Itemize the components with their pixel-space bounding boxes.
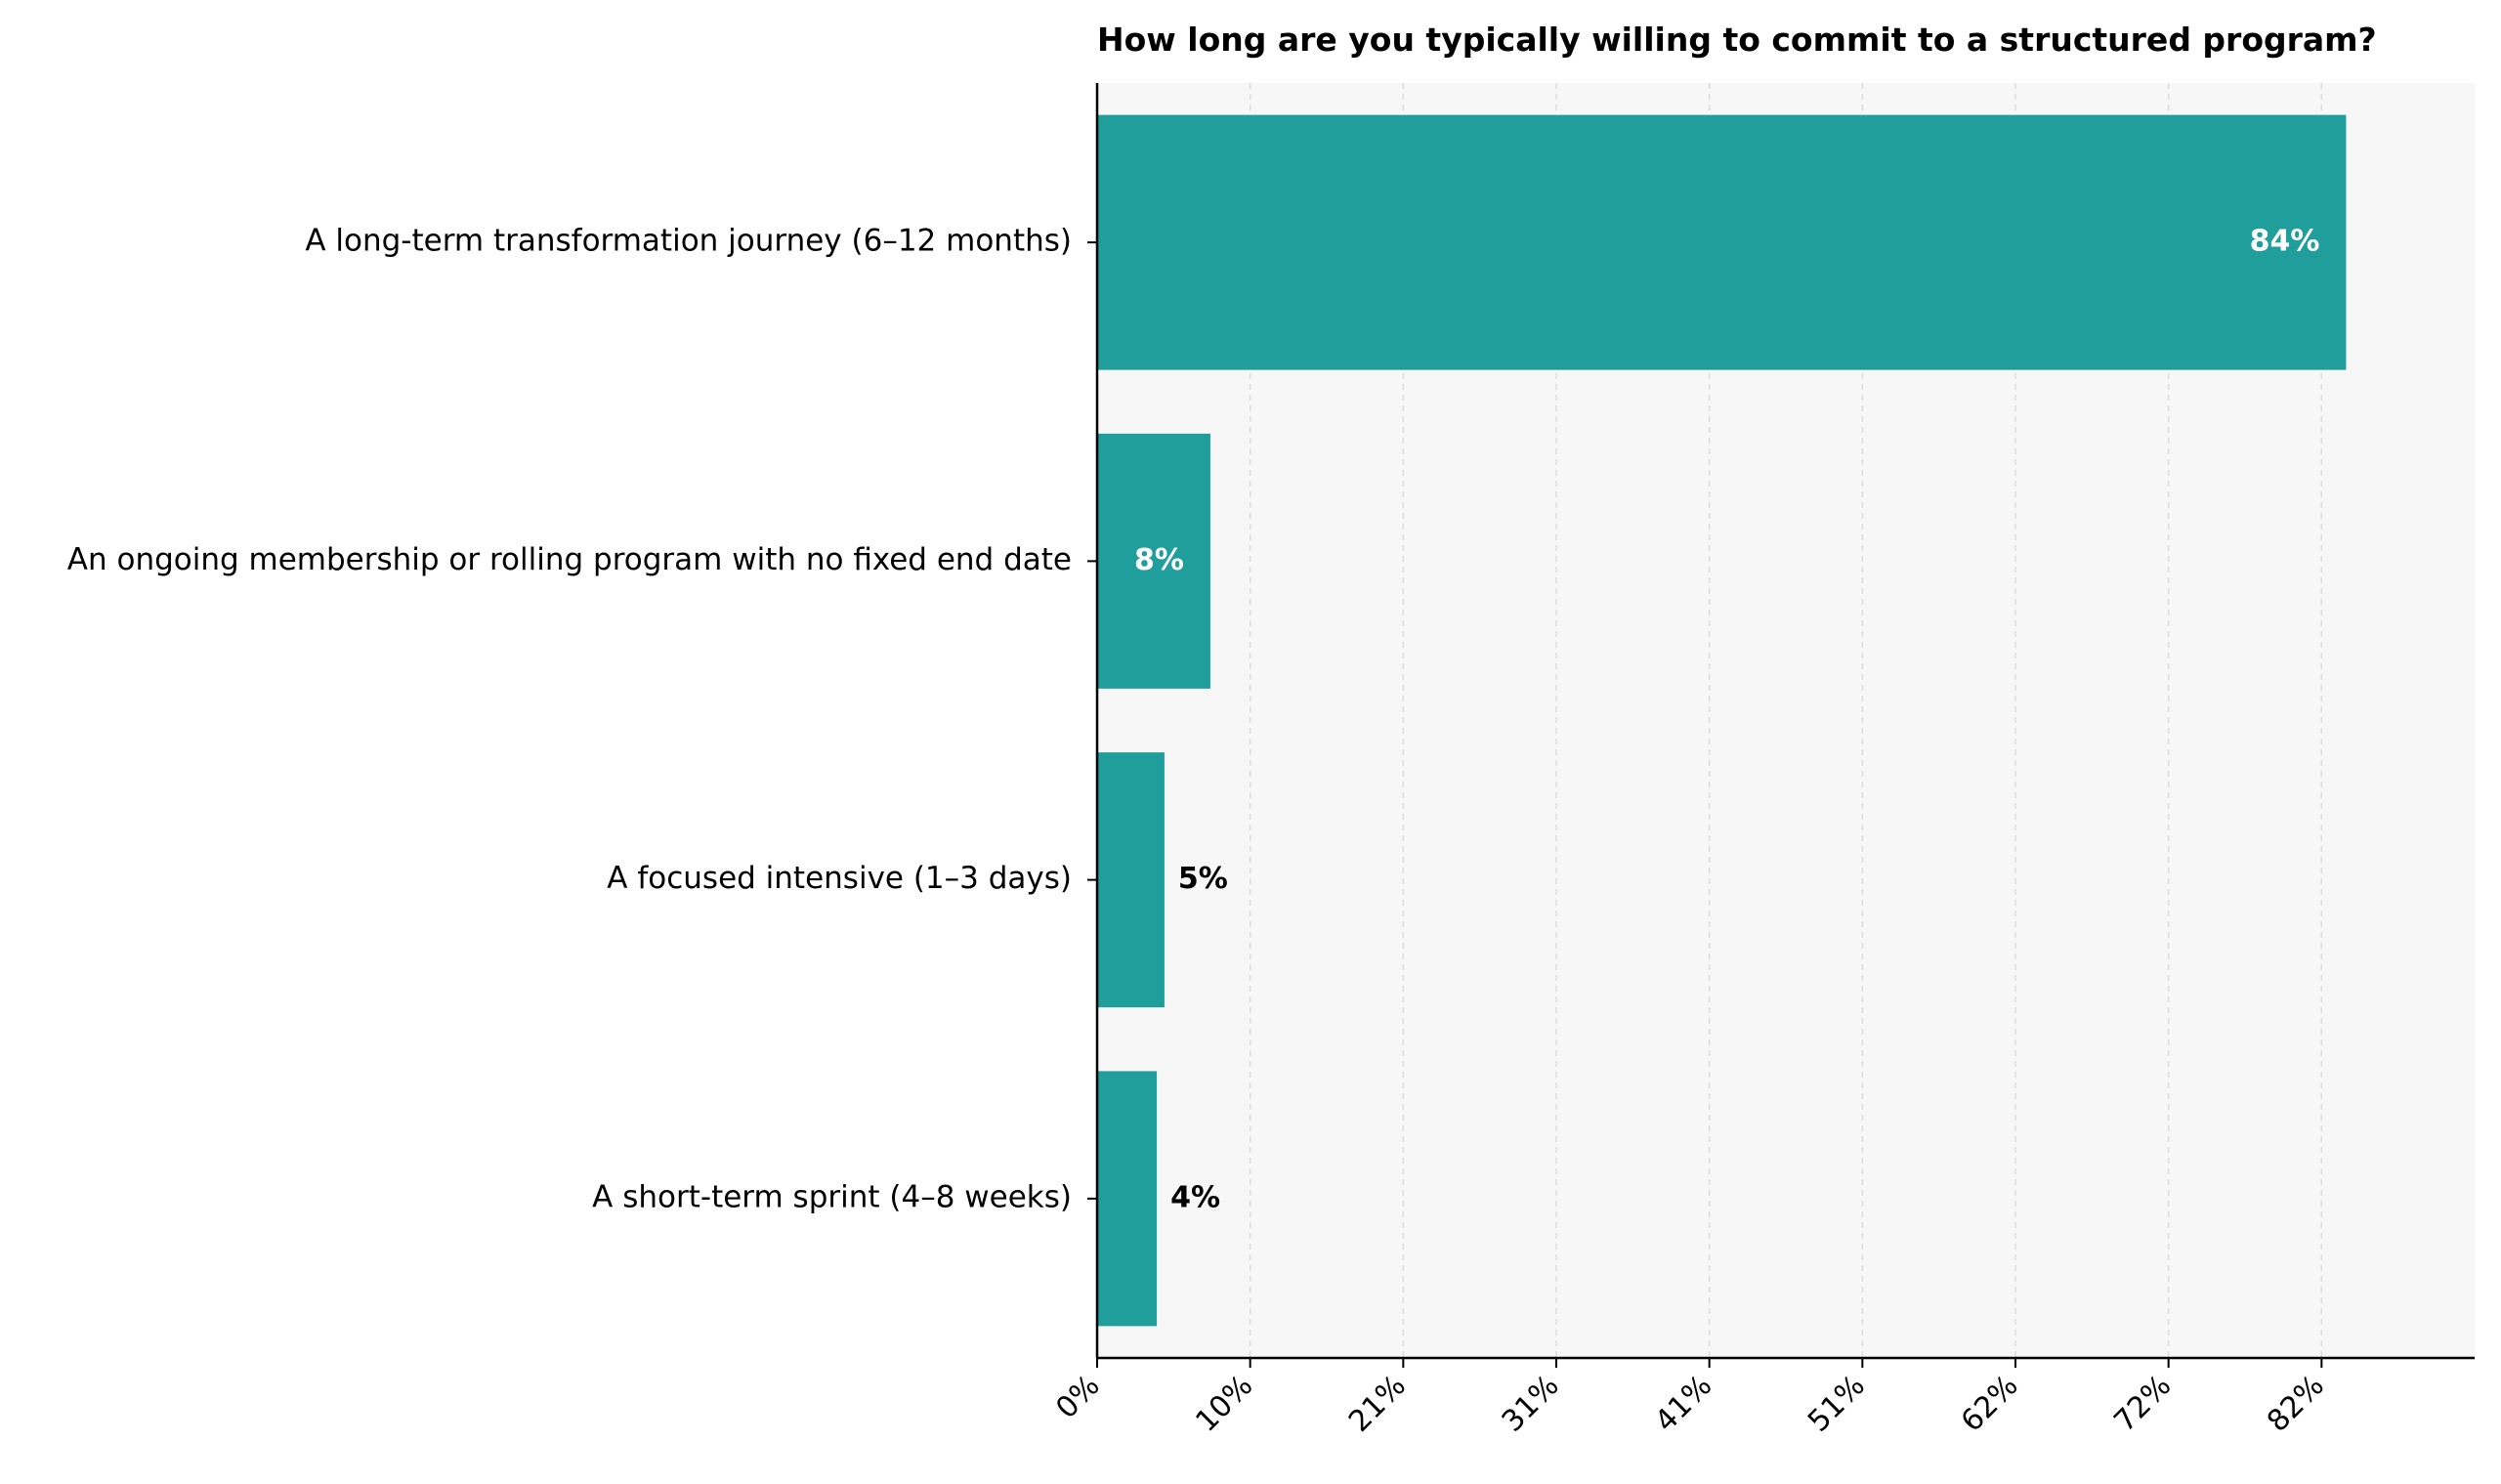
x-tick-label: 31% bbox=[1496, 1369, 1566, 1439]
data-label: 5% bbox=[1178, 862, 1228, 896]
x-tick-labels: 0% 10% 21% 31% 41% 51% 62% 72% 82% bbox=[1049, 1358, 2331, 1439]
y-tick-labels: A long-term transformation journey (6–12… bbox=[67, 224, 1097, 1214]
data-label: 4% bbox=[1170, 1180, 1220, 1214]
x-tick-label: 82% bbox=[2261, 1369, 2331, 1439]
chart-title: How long are you typically willing to co… bbox=[1097, 21, 2377, 59]
x-tick-label: 21% bbox=[1342, 1369, 1413, 1439]
x-tick-label: 41% bbox=[1648, 1369, 1718, 1439]
data-label: 8% bbox=[1134, 543, 1184, 577]
x-tick-label: 0% bbox=[1049, 1369, 1106, 1425]
data-label: 84% bbox=[2250, 225, 2320, 259]
bars bbox=[1097, 114, 2347, 1327]
data-labels: 84% 8% 5% 4% bbox=[1134, 225, 2319, 1215]
y-tick-label: A long-term transformation journey (6–12… bbox=[305, 224, 1072, 259]
x-tick-label: 51% bbox=[1802, 1369, 1872, 1439]
bar bbox=[1097, 114, 2347, 370]
x-tick-label: 62% bbox=[1955, 1369, 2025, 1439]
axes bbox=[1095, 83, 2475, 1360]
y-tick-label: A short-term sprint (4–8 weeks) bbox=[592, 1179, 1072, 1214]
bar bbox=[1097, 433, 1210, 689]
grid-lines bbox=[1249, 83, 2323, 1358]
bar bbox=[1097, 752, 1165, 1008]
y-tick-label: An ongoing membership or rolling program… bbox=[67, 542, 1072, 577]
y-tick-label: A focused intensive (1–3 days) bbox=[607, 861, 1072, 896]
bar bbox=[1097, 1071, 1158, 1327]
x-tick-label: 10% bbox=[1189, 1369, 1259, 1439]
x-tick-label: 72% bbox=[2107, 1369, 2178, 1439]
